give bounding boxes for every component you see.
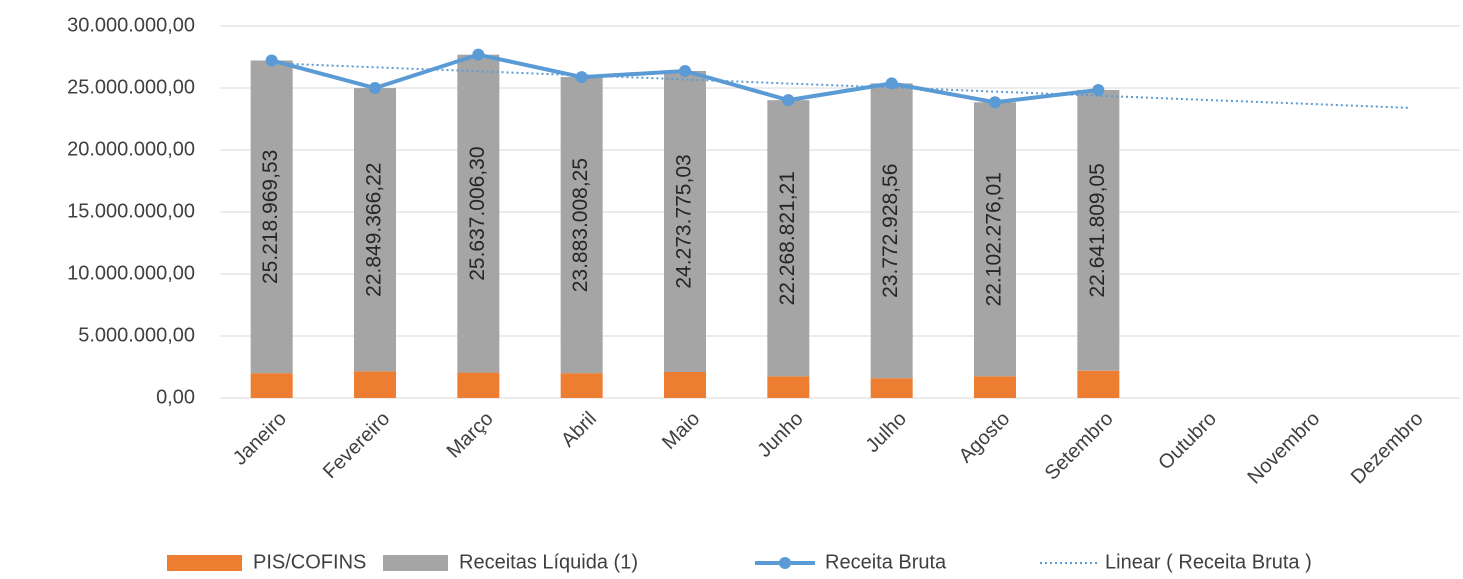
y-tick-label: 10.000.000,00 (67, 262, 195, 284)
x-tick-label: Julho (862, 408, 911, 457)
line-point (369, 82, 381, 94)
bar-segment (1077, 89, 1120, 371)
data-label: 23.772.928,56 (879, 164, 902, 298)
bar-segment (974, 376, 1016, 398)
x-tick-label: Dezembro (1347, 408, 1428, 489)
x-tick-label: Maio (658, 408, 704, 454)
bar-segment (560, 373, 603, 398)
data-label: 24.273.775,03 (673, 154, 696, 288)
bar-segment (974, 102, 1016, 377)
line-point (472, 48, 485, 61)
y-tick-label: 25.000.000,00 (67, 76, 195, 98)
x-tick-label: Março (443, 408, 498, 463)
line-point (679, 65, 691, 78)
data-label: 22.641.809,05 (1086, 163, 1109, 297)
bar-segment (870, 83, 913, 379)
y-tick-label: 30.000.000,00 (67, 14, 195, 36)
x-tick-label: Janeiro (229, 408, 291, 470)
bar-segment (767, 100, 810, 377)
data-label: 25.218.969,53 (259, 150, 282, 284)
x-tick-label: Setembro (1041, 408, 1118, 485)
bar-segment (250, 60, 293, 374)
legend-label: Linear ( Receita Bruta ) (1105, 551, 1312, 573)
legend-label: PIS/COFINS (253, 551, 366, 573)
bar-segment (560, 77, 603, 374)
line-point (989, 96, 1001, 109)
bar-segment (664, 371, 706, 398)
x-tick-label: Junho (754, 408, 808, 462)
data-label: 22.849.366,22 (363, 163, 386, 297)
y-tick-label: 20.000.000,00 (67, 138, 195, 160)
bar-segment (767, 376, 810, 398)
data-label: 22.102.276,01 (983, 172, 1006, 306)
legend-swatch (779, 557, 791, 569)
bar-segment (457, 372, 500, 398)
y-tick-label: 0,00 (156, 386, 195, 408)
bar-segment (664, 70, 706, 372)
bar-segment (354, 88, 396, 372)
y-tick-label: 5.000.000,00 (78, 324, 195, 346)
line-point (265, 54, 278, 67)
x-tick-label: Novembro (1243, 408, 1324, 489)
bar-segment (354, 371, 396, 398)
bar-segment (870, 378, 913, 398)
line-point (885, 77, 898, 90)
trend-line (271, 62, 1409, 109)
y-tick-label: 15.000.000,00 (67, 200, 195, 222)
data-label: 25.637.006,30 (466, 146, 489, 280)
x-tick-label: Outubro (1154, 408, 1221, 475)
line-point (575, 71, 588, 84)
legend-label: Receitas Líquida (1) (459, 551, 638, 573)
x-tick-label: Fevereiro (319, 408, 394, 483)
data-label: 22.268.821,21 (776, 171, 799, 305)
x-tick-label: Agosto (955, 408, 1015, 468)
legend-label: Receita Bruta (825, 551, 947, 573)
line-point (782, 94, 795, 107)
bar-segment (250, 373, 293, 398)
bar-segment (1077, 370, 1120, 398)
line-point (1092, 83, 1105, 96)
legend-swatch (383, 555, 448, 571)
bar-segment (457, 54, 500, 373)
legend-swatch (167, 555, 242, 571)
x-tick-label: Abril (557, 408, 601, 452)
data-label: 23.883.008,25 (569, 158, 592, 292)
